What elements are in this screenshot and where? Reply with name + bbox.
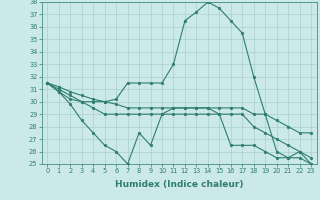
X-axis label: Humidex (Indice chaleur): Humidex (Indice chaleur) [115,180,244,189]
